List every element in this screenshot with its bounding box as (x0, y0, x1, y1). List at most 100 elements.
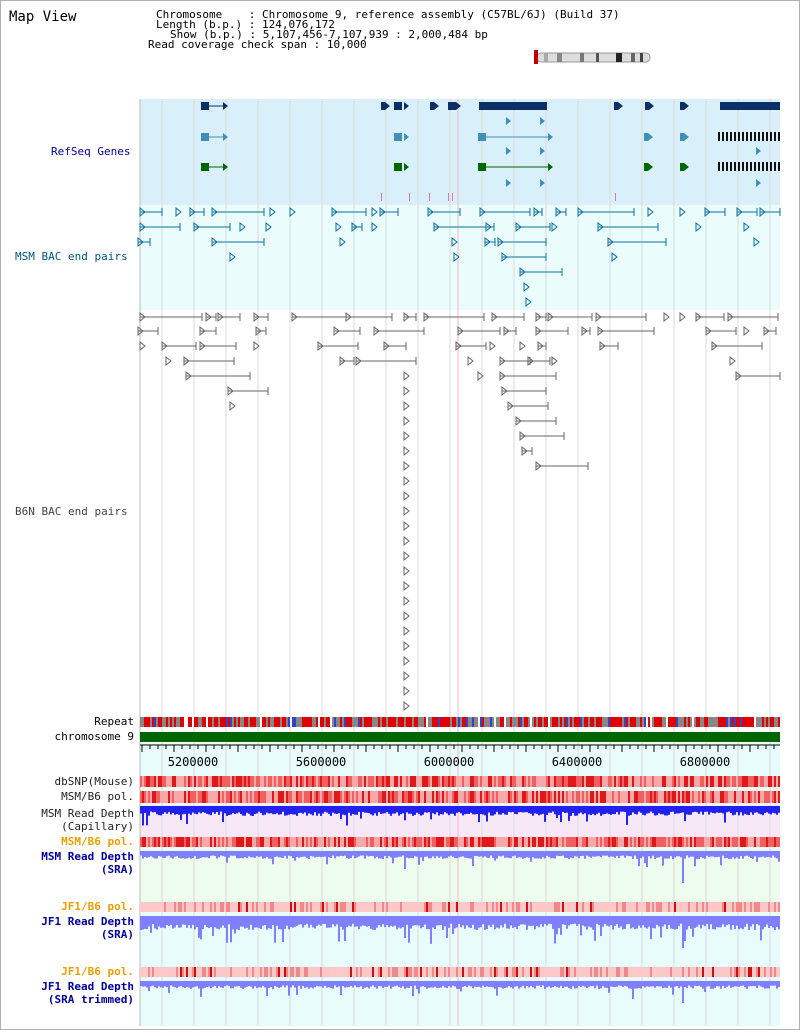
polymorphism-cell (178, 837, 180, 847)
depth-bar (624, 806, 626, 813)
polymorphism-cell (680, 902, 682, 912)
polymorphism-cell (710, 967, 712, 977)
depth-bar (386, 851, 388, 859)
track-label-b6n-bac[interactable]: B6N BAC end pairs (15, 505, 128, 518)
depth-bar (328, 916, 330, 928)
polymorphism-cell (570, 902, 572, 912)
repeat-segment (142, 717, 144, 727)
depth-bar (594, 806, 596, 816)
gene-exon (680, 102, 684, 110)
depth-bar (552, 851, 554, 859)
polymorphism-cell (604, 967, 606, 977)
polymorphism-cell (248, 902, 250, 912)
polymorphism-cell (710, 776, 712, 787)
polymorphism-cell (166, 902, 168, 912)
polymorphism-cell (656, 902, 658, 912)
polymorphism-cell (198, 967, 200, 977)
refseq-panel (140, 99, 780, 205)
polymorphism-cell (240, 967, 242, 977)
depth-bar (460, 806, 462, 814)
depth-bar (306, 916, 308, 924)
depth-bar (606, 981, 608, 988)
depth-bar (412, 916, 414, 926)
polymorphism-cell (184, 967, 186, 977)
repeat-segment (498, 717, 500, 727)
bac-end (291, 311, 298, 323)
track-label-refseq-genes[interactable]: RefSeq Genes (51, 145, 131, 158)
polymorphism-cell (476, 837, 478, 847)
depth-bar (750, 806, 752, 813)
depth-bar (422, 916, 424, 927)
polymorphism-cell (612, 902, 614, 912)
depth-bar (200, 851, 202, 858)
polymorphism-cell (642, 776, 644, 787)
depth-bar (430, 916, 432, 944)
polymorphism-cell (672, 967, 674, 977)
depth-bar (414, 981, 416, 986)
polymorphism-cell (302, 967, 304, 977)
polymorphism-cell (568, 791, 570, 803)
depth-bar (456, 806, 458, 813)
polymorphism-cell (558, 967, 560, 977)
depth-bar (498, 916, 500, 929)
polymorphism-cell (348, 967, 350, 977)
polymorphism-cell (302, 791, 304, 803)
repeat-segment (696, 717, 698, 727)
depth-bar (740, 916, 742, 929)
depth-bar (710, 806, 712, 813)
polymorphism-cell (652, 967, 654, 977)
repeat-segment (160, 717, 162, 727)
polymorphism-cell (398, 902, 400, 912)
polymorphism-cell (148, 791, 150, 803)
repeat-segment (744, 717, 746, 727)
repeat-segment (546, 717, 548, 727)
track-label-msm-bac[interactable]: MSM BAC end pairs (15, 250, 128, 263)
depth-bar (250, 851, 252, 858)
polymorphism-cell (560, 837, 562, 847)
repeat-segment (594, 717, 596, 727)
depth-bar (198, 981, 200, 989)
polymorphism-cell (420, 837, 422, 847)
depth-bar (340, 851, 342, 856)
depth-bar (142, 806, 144, 826)
polymorphism-cell (352, 776, 354, 787)
polymorphism-cell (466, 902, 468, 912)
gene-exon (754, 162, 756, 171)
polymorphism-cell (346, 776, 348, 787)
depth-bar (748, 981, 750, 987)
gene-exon (762, 162, 764, 171)
depth-bar (562, 916, 564, 925)
bac-end (137, 325, 144, 337)
depth-bar (618, 981, 620, 986)
gene-exon (766, 132, 768, 141)
polymorphism-cell (688, 837, 690, 847)
depth-bar (488, 981, 490, 988)
depth-bar (778, 806, 780, 813)
polymorphism-cell (662, 902, 664, 912)
depth-bar (672, 916, 674, 930)
polymorphism-cell (662, 791, 664, 803)
polymorphism-cell (320, 837, 322, 847)
depth-bar (742, 806, 744, 816)
polymorphism-cell (588, 837, 590, 847)
depth-bar (576, 851, 578, 857)
polymorphism-cell (656, 776, 658, 787)
depth-bar (658, 916, 660, 927)
depth-bar (282, 851, 284, 858)
depth-bar (738, 916, 740, 930)
repeat-segment (322, 717, 324, 727)
depth-bar (290, 916, 292, 928)
repeat-segment (314, 717, 316, 727)
polymorphism-cell (568, 776, 570, 787)
polymorphism-cell (576, 902, 578, 912)
polymorphism-cell (774, 837, 776, 847)
polymorphism-cell (736, 902, 738, 912)
polymorphism-cell (552, 902, 554, 912)
depth-bar (186, 806, 188, 824)
depth-bar (704, 851, 706, 859)
depth-bar (506, 806, 508, 815)
repeat-segment (540, 717, 542, 727)
polymorphism-cell (730, 902, 732, 912)
depth-bar (352, 916, 354, 924)
polymorphism-cell (328, 791, 330, 803)
